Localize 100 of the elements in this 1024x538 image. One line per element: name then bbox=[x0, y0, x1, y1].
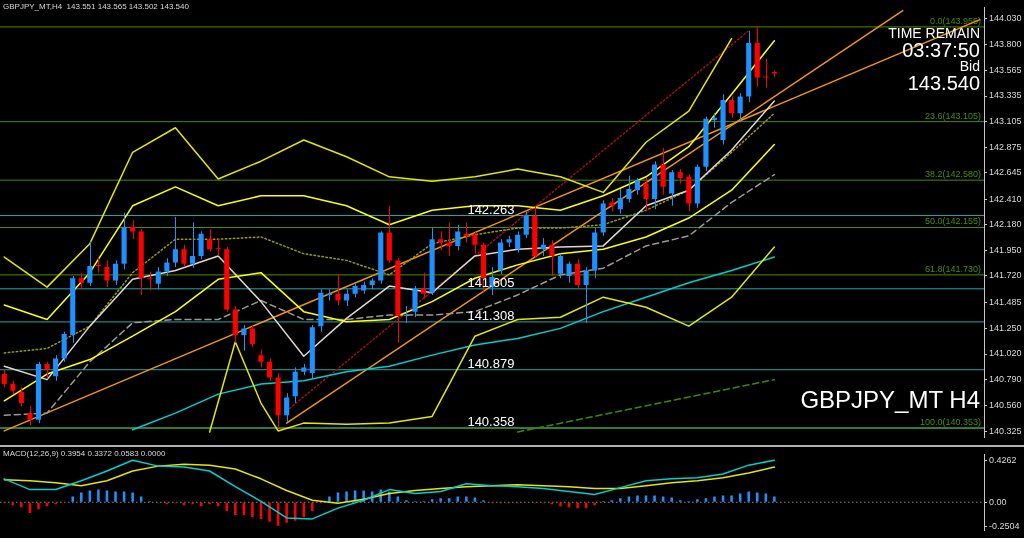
candlestick bbox=[617, 188, 623, 215]
candlestick bbox=[412, 285, 418, 318]
bar bbox=[473, 497, 477, 502]
bar bbox=[713, 496, 716, 502]
bar bbox=[388, 491, 391, 502]
ref-line-label: 50.0(142.155) bbox=[924, 216, 981, 227]
y-tick-label: 141.020 bbox=[989, 348, 1022, 359]
y-tick-label: -0.2504 bbox=[989, 521, 1020, 532]
bar bbox=[97, 489, 100, 502]
annotation: GBPJPY_MT H4 bbox=[800, 386, 980, 414]
chart-title: MACD(12,26,9) 0.3954 0.3372 0.0583 0.0000 bbox=[3, 449, 166, 459]
candlestick bbox=[335, 274, 341, 306]
candlestick bbox=[737, 92, 743, 123]
candlestick bbox=[104, 259, 110, 288]
bar bbox=[439, 498, 442, 502]
ref-line-label: 100.0(140.353) bbox=[919, 417, 981, 428]
annotation: 140.879 bbox=[467, 355, 515, 371]
candlestick bbox=[53, 354, 59, 382]
bar bbox=[251, 502, 254, 517]
y-tick-label: 141.950 bbox=[989, 244, 1022, 255]
bar bbox=[773, 496, 776, 502]
candlestick bbox=[626, 175, 632, 203]
chart-title: GBPJPY_MT,H4 143.551 143.565 143.502 143.540 bbox=[3, 2, 190, 12]
bar bbox=[653, 495, 656, 502]
bar bbox=[114, 491, 117, 502]
candlestick bbox=[420, 272, 427, 299]
candlestick bbox=[207, 228, 213, 252]
y-tick-label: 140.325 bbox=[989, 425, 1022, 436]
bar bbox=[131, 492, 134, 502]
candlestick bbox=[438, 230, 444, 251]
bar bbox=[747, 491, 750, 502]
candlestick bbox=[566, 261, 572, 284]
bar bbox=[447, 498, 451, 502]
bar bbox=[20, 502, 23, 508]
bar bbox=[345, 491, 348, 502]
candlestick bbox=[660, 147, 666, 196]
bar bbox=[619, 498, 622, 502]
candlestick bbox=[241, 324, 247, 352]
candlestick bbox=[172, 216, 178, 268]
y-tick-label: 0.4262 bbox=[989, 455, 1017, 466]
bar bbox=[71, 496, 75, 502]
bar bbox=[636, 495, 639, 502]
candlestick bbox=[557, 253, 564, 279]
bar bbox=[80, 492, 83, 502]
bar bbox=[730, 495, 733, 502]
candlestick bbox=[763, 58, 769, 89]
bar bbox=[456, 496, 460, 502]
annotation: 142.263 bbox=[467, 201, 515, 217]
y-tick-label: 144.030 bbox=[989, 13, 1022, 24]
candlestick bbox=[729, 96, 735, 119]
y-tick-label: 143.105 bbox=[989, 116, 1022, 127]
candlestick bbox=[643, 177, 649, 212]
bar bbox=[465, 496, 468, 502]
annotation: 140.358 bbox=[467, 413, 515, 429]
bar bbox=[37, 502, 40, 510]
bar bbox=[225, 502, 229, 512]
bar bbox=[755, 492, 759, 502]
candlestick bbox=[87, 240, 93, 287]
candlestick bbox=[249, 324, 255, 348]
bar bbox=[234, 502, 237, 515]
candlestick bbox=[284, 392, 290, 423]
bar bbox=[268, 502, 271, 522]
bar bbox=[311, 502, 314, 512]
candlestick bbox=[455, 224, 461, 251]
bar bbox=[576, 502, 579, 509]
bar bbox=[696, 499, 699, 502]
y-tick-label: 142.180 bbox=[989, 219, 1022, 230]
candlestick bbox=[189, 222, 196, 269]
y-tick-label: 0.00 bbox=[989, 496, 1007, 507]
annotation: 141.308 bbox=[467, 307, 515, 323]
ref-line-label: 23.6(143.105) bbox=[924, 110, 981, 121]
candlestick bbox=[27, 405, 33, 426]
candlestick bbox=[463, 222, 469, 244]
y-tick-label: 141.485 bbox=[989, 296, 1022, 307]
ref-line-label: 61.8(141.730) bbox=[924, 263, 981, 274]
candlestick bbox=[523, 210, 529, 239]
y-tick-label: 142.875 bbox=[989, 141, 1022, 152]
y-tick-label: 143.335 bbox=[989, 90, 1022, 101]
y-tick-label: 143.565 bbox=[989, 64, 1022, 75]
bar bbox=[430, 499, 434, 502]
candlestick bbox=[18, 386, 24, 407]
y-tick-label: 142.410 bbox=[989, 193, 1022, 204]
bar bbox=[593, 502, 596, 506]
y-tick-label: 142.645 bbox=[989, 167, 1022, 178]
candlestick bbox=[112, 259, 119, 286]
y-tick-label: 140.560 bbox=[989, 399, 1022, 410]
candlestick bbox=[472, 230, 478, 255]
candlestick bbox=[583, 266, 589, 324]
candlestick bbox=[181, 244, 187, 268]
bar bbox=[328, 496, 331, 502]
bar bbox=[559, 502, 562, 507]
candlestick bbox=[155, 266, 161, 290]
candlestick bbox=[515, 230, 521, 254]
bar bbox=[302, 502, 306, 517]
y-tick-label: 140.790 bbox=[989, 374, 1022, 385]
candlestick bbox=[549, 239, 555, 277]
ref-line-label: 38.2(142.580) bbox=[924, 169, 981, 180]
y-tick-label: 141.720 bbox=[989, 270, 1022, 281]
candlestick bbox=[575, 258, 581, 290]
bar bbox=[670, 497, 673, 502]
